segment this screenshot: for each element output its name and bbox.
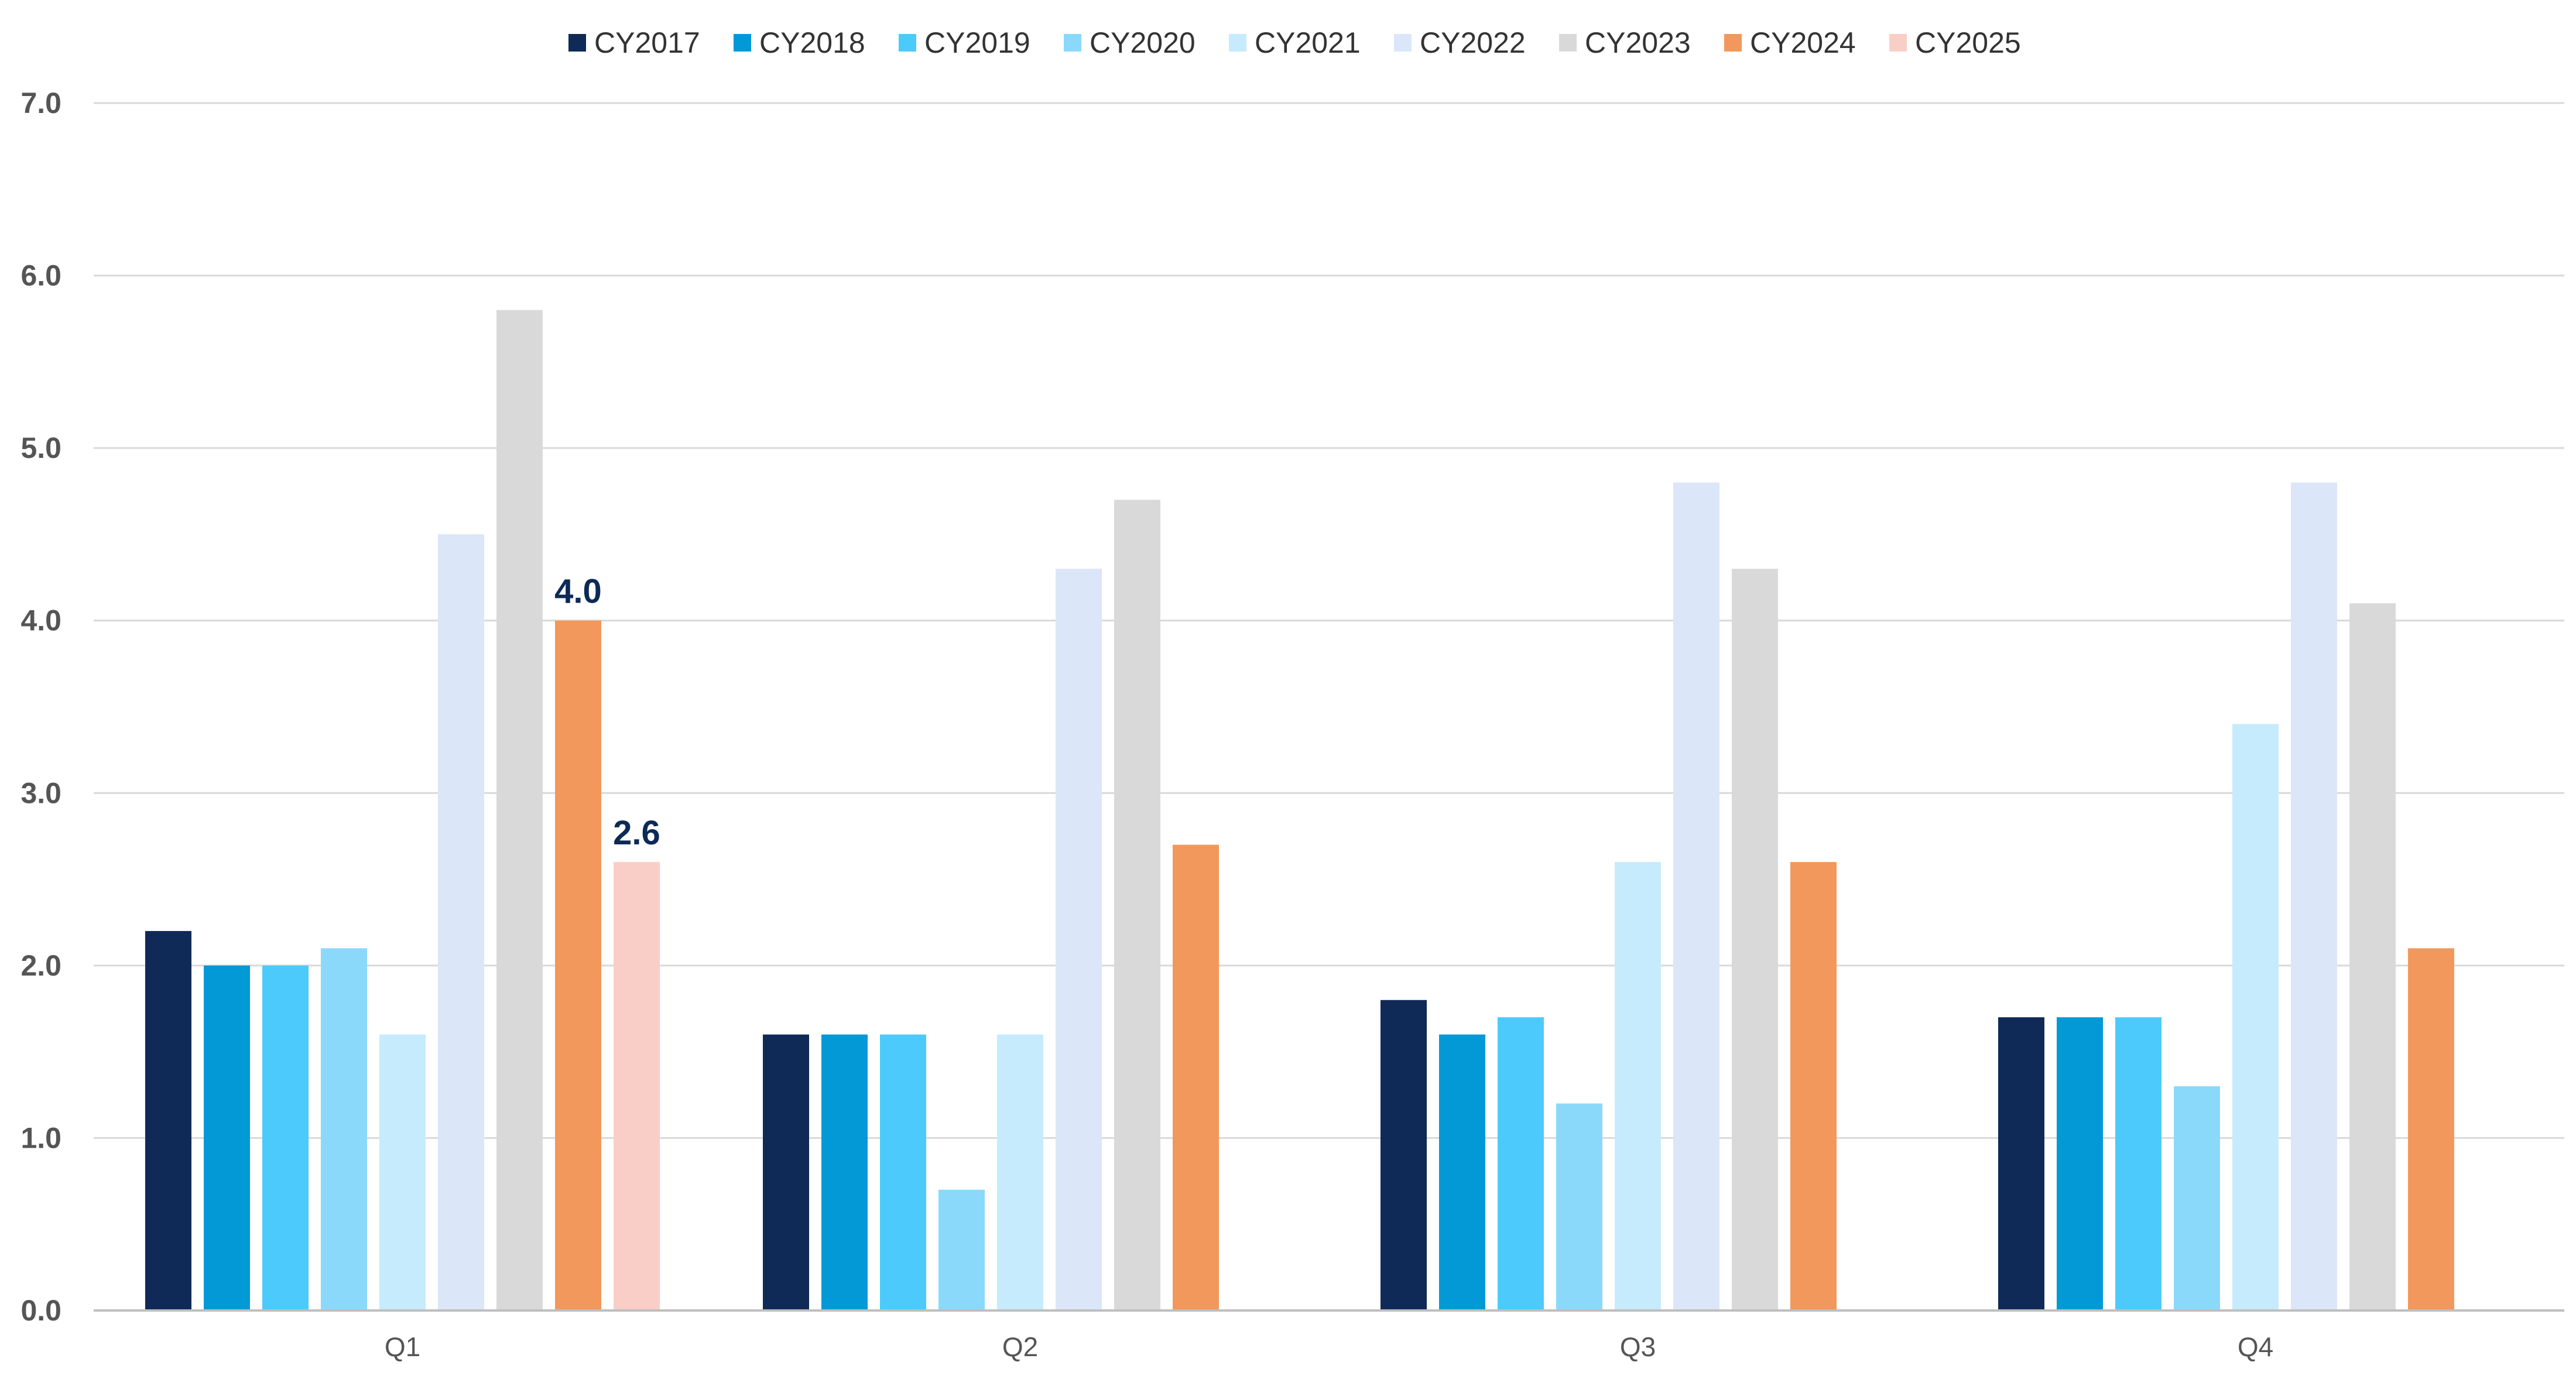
bar-cy2020-q2 bbox=[938, 1189, 985, 1310]
legend-swatch bbox=[1559, 34, 1577, 52]
legend-item: CY2023 bbox=[1559, 26, 1691, 59]
bar-cy2020-q4 bbox=[2174, 1086, 2220, 1310]
x-tick-label: Q3 bbox=[1620, 1332, 1656, 1362]
bar-cy2019-q3 bbox=[1498, 1017, 1544, 1310]
bar-cy2018-q1 bbox=[204, 965, 250, 1310]
legend-item: CY2019 bbox=[899, 26, 1030, 59]
legend-swatch bbox=[1064, 34, 1081, 52]
legend-swatch bbox=[1724, 34, 1742, 52]
bar-cy2022-q4 bbox=[2291, 483, 2337, 1310]
bars bbox=[145, 310, 2454, 1311]
legend-label: CY2017 bbox=[594, 26, 700, 59]
legend-swatch bbox=[1889, 34, 1907, 52]
legend-swatch bbox=[568, 34, 586, 52]
bar-cy2021-q2 bbox=[997, 1034, 1043, 1310]
bar-cy2024-q4 bbox=[2408, 948, 2454, 1310]
legend-swatch bbox=[1229, 34, 1246, 52]
legend-item: CY2020 bbox=[1064, 26, 1195, 59]
y-tick-label: 2.0 bbox=[20, 949, 61, 982]
legend: CY2017 CY2018 CY2019 CY2020 CY2021 CY2022 CY20… bbox=[568, 26, 2021, 59]
x-tick-label: Q2 bbox=[1002, 1332, 1038, 1362]
legend-label: CY2022 bbox=[1420, 26, 1526, 59]
y-tick-label: 1.0 bbox=[20, 1121, 61, 1154]
y-tick-label: 7.0 bbox=[20, 87, 61, 119]
bar-cy2018-q4 bbox=[2057, 1017, 2103, 1310]
bar-cy2022-q3 bbox=[1673, 483, 1719, 1310]
legend-label: CY2019 bbox=[924, 26, 1030, 59]
legend-label: CY2021 bbox=[1255, 26, 1361, 59]
bar-cy2023-q2 bbox=[1114, 499, 1160, 1310]
bar-cy2019-q2 bbox=[880, 1034, 926, 1310]
x-tick-label: Q1 bbox=[385, 1332, 420, 1362]
bar-cy2018-q2 bbox=[821, 1034, 868, 1310]
bar-cy2017-q3 bbox=[1381, 1000, 1427, 1310]
x-tick-labels: Q1 Q2 Q3 Q4 bbox=[385, 1332, 2273, 1362]
bar-cy2022-q1 bbox=[438, 534, 484, 1310]
legend-item: CY2018 bbox=[734, 26, 865, 59]
bar-cy2019-q4 bbox=[2115, 1017, 2161, 1310]
y-tick-label: 6.0 bbox=[20, 259, 61, 292]
data-label: 4.0 bbox=[554, 573, 602, 611]
x-tick-label: Q4 bbox=[2238, 1332, 2273, 1362]
bar-cy2024-q3 bbox=[1790, 862, 1837, 1310]
bar-cy2017-q4 bbox=[1998, 1017, 2044, 1310]
legend-label: CY2023 bbox=[1585, 26, 1691, 59]
bar-cy2021-q3 bbox=[1615, 862, 1661, 1310]
y-tick-label: 3.0 bbox=[20, 776, 61, 809]
bar-cy2022-q2 bbox=[1056, 569, 1102, 1311]
bar-cy2020-q1 bbox=[321, 948, 367, 1310]
legend-swatch bbox=[1394, 34, 1412, 52]
legend-label: CY2020 bbox=[1090, 26, 1195, 59]
y-tick-label: 0.0 bbox=[20, 1294, 61, 1327]
bar-cy2025-q1 bbox=[614, 862, 660, 1310]
legend-item: CY2022 bbox=[1394, 26, 1526, 59]
legend-item: CY2021 bbox=[1229, 26, 1361, 59]
data-labels: 4.0 2.6 bbox=[554, 573, 660, 852]
legend-label: CY2018 bbox=[759, 26, 865, 59]
bar-cy2020-q3 bbox=[1556, 1103, 1602, 1310]
bar-cy2023-q3 bbox=[1732, 569, 1778, 1311]
y-axis: 0.0 1.0 2.0 3.0 4.0 5.0 6.0 7.0 bbox=[20, 87, 61, 1327]
legend-label: CY2024 bbox=[1750, 26, 1856, 59]
bar-cy2024-q2 bbox=[1173, 844, 1219, 1310]
bar-cy2018-q3 bbox=[1439, 1034, 1485, 1310]
legend-label: CY2025 bbox=[1915, 26, 2021, 59]
bar-cy2021-q4 bbox=[2232, 724, 2279, 1310]
bar-cy2017-q1 bbox=[145, 930, 191, 1310]
y-tick-label: 5.0 bbox=[20, 432, 61, 464]
legend-swatch bbox=[899, 34, 916, 52]
bar-cy2023-q4 bbox=[2349, 603, 2396, 1310]
bar-cy2023-q1 bbox=[496, 310, 543, 1310]
legend-item: CY2024 bbox=[1724, 26, 1856, 59]
legend-item: CY2017 bbox=[568, 26, 700, 59]
legend-item: CY2025 bbox=[1889, 26, 2021, 59]
bar-cy2017-q2 bbox=[763, 1034, 809, 1310]
data-label: 2.6 bbox=[613, 814, 660, 852]
bar-cy2024-q1 bbox=[555, 620, 601, 1310]
legend-swatch bbox=[734, 34, 751, 52]
y-tick-label: 4.0 bbox=[20, 604, 61, 637]
bar-cy2021-q1 bbox=[379, 1034, 426, 1310]
bar-cy2019-q1 bbox=[262, 965, 309, 1310]
